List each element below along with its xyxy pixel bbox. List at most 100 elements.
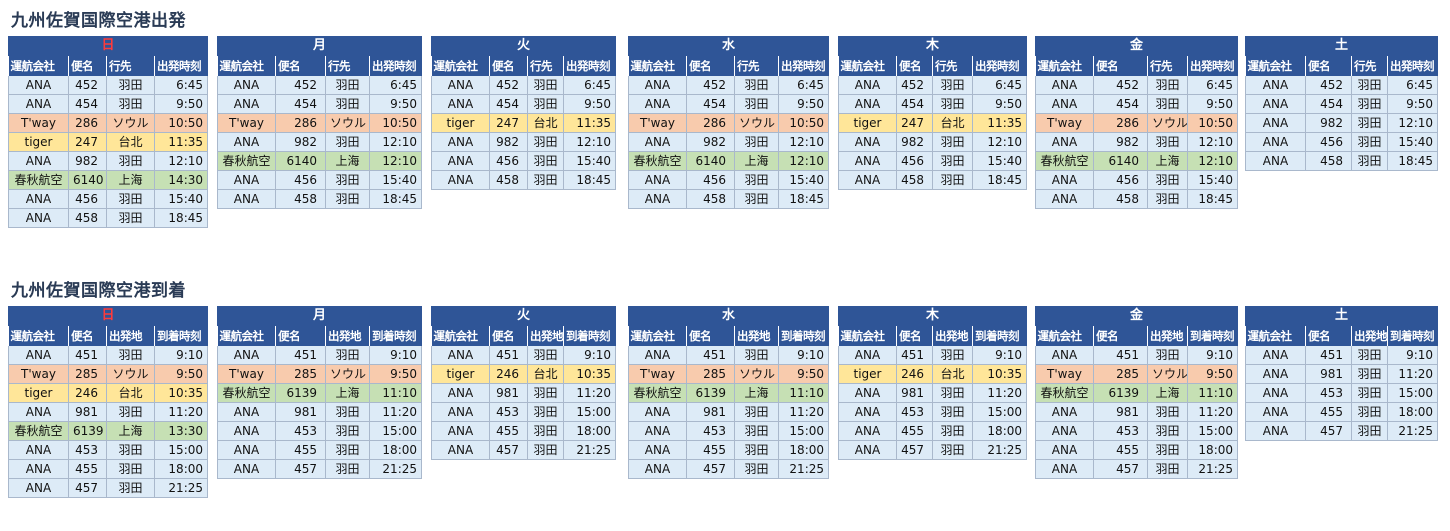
flight-number-cell: 981	[686, 402, 735, 422]
flight-row: ANA 982 羽田 12:10	[628, 132, 830, 152]
time-cell: 15:40	[369, 170, 423, 190]
column-header: 運航会社	[1035, 325, 1094, 346]
airline-cell: ANA	[1035, 94, 1094, 114]
place-cell: 羽田	[325, 440, 370, 460]
place-cell: 羽田	[1351, 364, 1388, 384]
column-header: 行先	[1147, 55, 1188, 76]
flight-number-cell: 6139	[275, 383, 326, 403]
place-cell: ソウル	[1147, 364, 1188, 384]
time-cell: 15:00	[369, 421, 423, 441]
place-cell: 羽田	[734, 440, 779, 460]
place-cell: 羽田	[932, 345, 973, 365]
place-cell: 羽田	[106, 151, 155, 171]
flight-row: ANA 453 羽田 15:00	[431, 402, 617, 422]
time-cell: 6:45	[563, 75, 617, 95]
time-cell: 15:40	[563, 151, 617, 171]
place-cell: 台北	[527, 364, 564, 384]
place-cell: 羽田	[527, 421, 564, 441]
flight-number-cell: 453	[1093, 421, 1148, 441]
flight-row: ANA 458 羽田 18:45	[628, 189, 830, 209]
flight-number-cell: 456	[489, 151, 528, 171]
day-header: 水	[627, 36, 830, 56]
column-header: 出発時刻	[154, 55, 209, 76]
time-cell: 9:10	[154, 345, 209, 365]
time-cell: 10:50	[778, 113, 830, 133]
day-header: 日	[7, 306, 209, 326]
flight-number-cell: 286	[1093, 113, 1148, 133]
place-cell: 羽田	[1147, 189, 1188, 209]
flight-row: ANA 451 羽田 9:10	[217, 345, 423, 365]
place-cell: 羽田	[1351, 402, 1388, 422]
airline-cell: 春秋航空	[628, 151, 687, 171]
flight-number-cell: 246	[896, 364, 933, 384]
flight-row: 春秋航空 6140 上海 12:10	[217, 151, 423, 171]
flight-row: ANA 458 羽田 18:45	[8, 208, 209, 228]
flight-number-cell: 247	[896, 113, 933, 133]
flight-row: ANA 454 羽田 9:50	[838, 94, 1028, 114]
arrivals-day-table: 木運航会社 便名 出発地 到着時刻 ANA 451 羽田 9:10 tiger 246 台北 10:3…	[837, 306, 1028, 460]
flight-number-cell: 457	[686, 459, 735, 479]
flight-number-cell: 454	[1093, 94, 1148, 114]
airline-cell: ANA	[628, 189, 687, 209]
day-header: 金	[1034, 36, 1239, 56]
airline-cell: ANA	[838, 151, 897, 171]
column-header: 出発時刻	[972, 55, 1028, 76]
place-cell: 羽田	[1147, 345, 1188, 365]
flight-row: ANA 457 羽田 21:25	[628, 459, 830, 479]
flight-number-cell: 285	[275, 364, 326, 384]
column-header: 便名	[489, 55, 528, 76]
place-cell: 羽田	[106, 94, 155, 114]
arrivals-day-table: 月運航会社 便名 出発地 到着時刻 ANA 451 羽田 9:10 T'way 285 ソウル 9:5…	[216, 306, 423, 479]
place-cell: 羽田	[1351, 421, 1388, 441]
flight-number-cell: 453	[1305, 383, 1352, 403]
place-cell: 羽田	[106, 402, 155, 422]
flight-number-cell: 457	[896, 440, 933, 460]
flight-row: tiger 247 台北 11:35	[8, 132, 209, 152]
place-cell: 羽田	[325, 345, 370, 365]
airline-cell: ANA	[8, 189, 69, 209]
airline-cell: T'way	[8, 364, 69, 384]
airline-cell: tiger	[431, 364, 490, 384]
column-header: 便名	[896, 55, 933, 76]
place-cell: 羽田	[734, 421, 779, 441]
flight-number-cell: 285	[1093, 364, 1148, 384]
place-cell: 羽田	[106, 208, 155, 228]
place-cell: 羽田	[734, 75, 779, 95]
flight-row: ANA 456 羽田 15:40	[1245, 132, 1439, 152]
flight-number-cell: 451	[1305, 345, 1352, 365]
time-cell: 12:10	[972, 132, 1028, 152]
time-cell: 12:10	[369, 132, 423, 152]
place-cell: ソウル	[106, 113, 155, 133]
time-cell: 15:00	[972, 402, 1028, 422]
flight-number-cell: 6140	[1093, 151, 1148, 171]
airline-cell: ANA	[628, 345, 687, 365]
time-cell: 6:45	[369, 75, 423, 95]
place-cell: 羽田	[325, 189, 370, 209]
day-header: 月	[216, 306, 423, 326]
flight-number-cell: 246	[489, 364, 528, 384]
flight-row: ANA 982 羽田 12:10	[217, 132, 423, 152]
flight-number-cell: 456	[1305, 132, 1352, 152]
flight-row: ANA 457 羽田 21:25	[1245, 421, 1439, 441]
flight-row: ANA 458 羽田 18:45	[1245, 151, 1439, 171]
flight-row: ANA 982 羽田 12:10	[431, 132, 617, 152]
airline-cell: 春秋航空	[8, 421, 69, 441]
time-cell: 9:50	[1187, 364, 1239, 384]
flight-number-cell: 6140	[68, 170, 107, 190]
place-cell: 羽田	[734, 189, 779, 209]
flight-number-cell: 981	[896, 383, 933, 403]
airline-cell: tiger	[8, 383, 69, 403]
airline-cell: T'way	[217, 364, 276, 384]
place-cell: 台北	[106, 132, 155, 152]
flight-number-cell: 452	[896, 75, 933, 95]
arrivals-title: 九州佐賀国際空港到着	[11, 281, 186, 301]
airline-cell: ANA	[1035, 189, 1094, 209]
time-cell: 12:10	[1387, 113, 1439, 133]
airline-cell: 春秋航空	[1035, 151, 1094, 171]
flight-number-cell: 455	[1093, 440, 1148, 460]
flight-row: T'way 286 ソウル 10:50	[628, 113, 830, 133]
airline-cell: ANA	[431, 402, 490, 422]
time-cell: 10:50	[154, 113, 209, 133]
column-header: 到着時刻	[972, 325, 1028, 346]
time-cell: 9:50	[154, 364, 209, 384]
